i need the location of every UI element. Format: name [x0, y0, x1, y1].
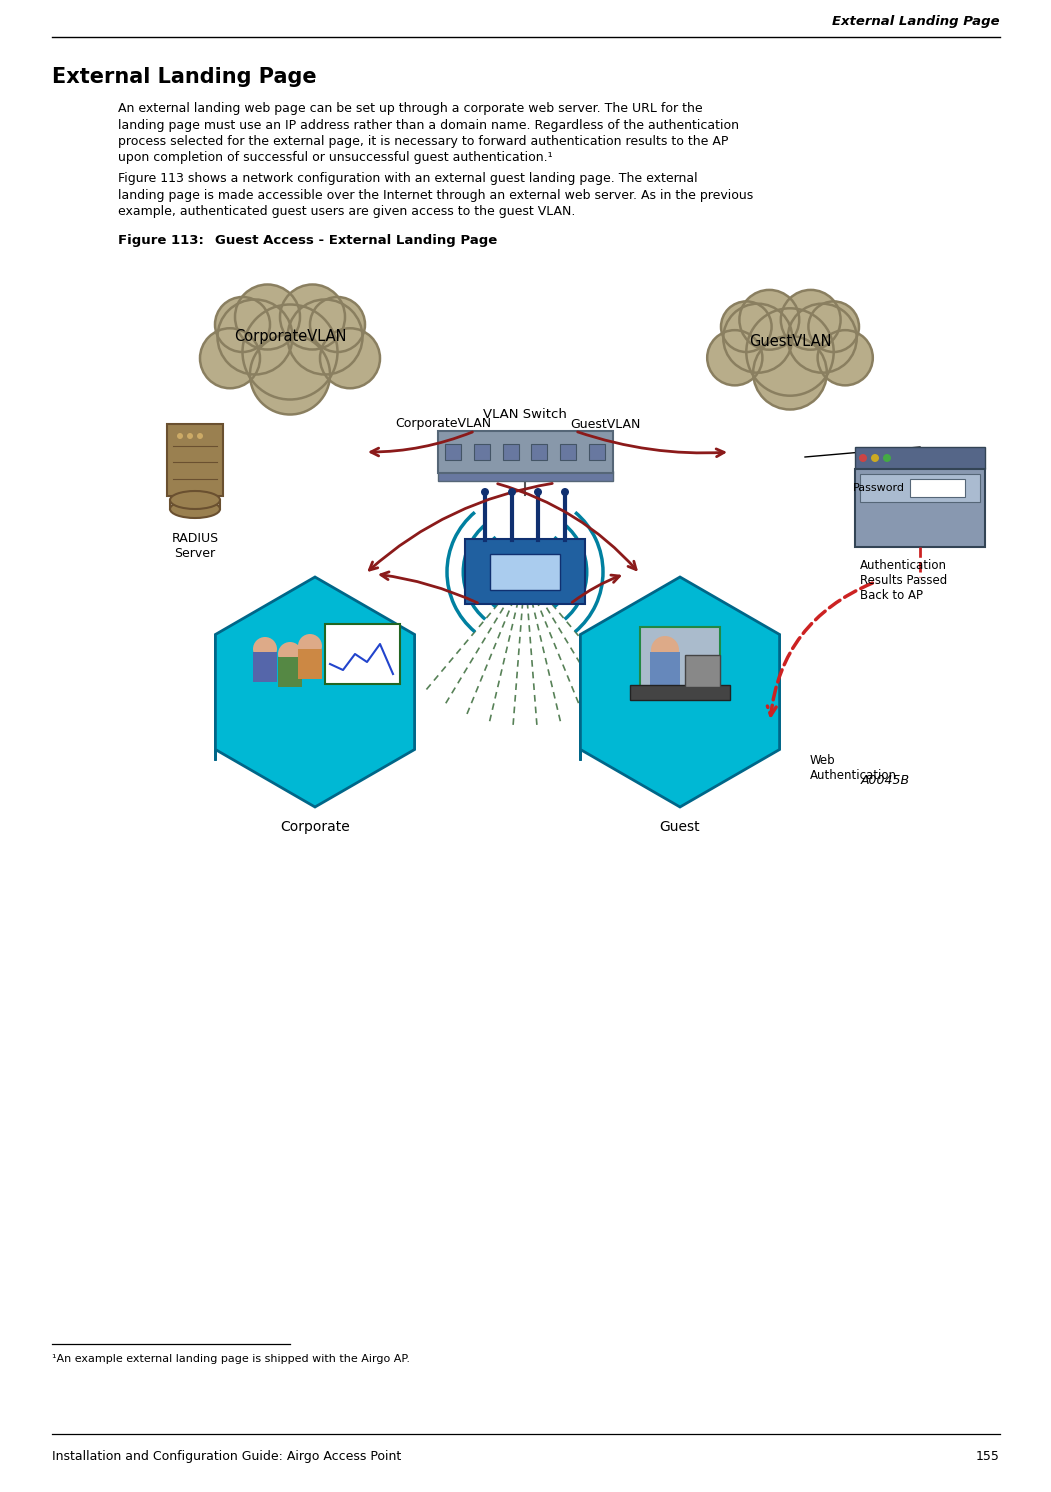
Circle shape: [707, 330, 762, 385]
FancyBboxPatch shape: [532, 445, 548, 460]
Circle shape: [177, 433, 183, 439]
Circle shape: [561, 488, 569, 495]
Text: 155: 155: [976, 1450, 1000, 1464]
FancyBboxPatch shape: [560, 445, 576, 460]
Circle shape: [310, 297, 365, 352]
Circle shape: [200, 328, 260, 388]
Circle shape: [808, 301, 859, 352]
FancyBboxPatch shape: [650, 652, 680, 686]
Circle shape: [723, 304, 792, 373]
Circle shape: [787, 304, 857, 373]
FancyBboxPatch shape: [502, 445, 518, 460]
Circle shape: [253, 637, 277, 661]
FancyBboxPatch shape: [630, 685, 730, 700]
FancyBboxPatch shape: [279, 656, 302, 686]
Circle shape: [746, 309, 833, 395]
Circle shape: [721, 301, 771, 352]
Text: upon completion of successful or unsuccessful guest authentication.¹: upon completion of successful or unsucce…: [118, 152, 553, 164]
Text: landing page is made accessible over the Internet through an external web server: landing page is made accessible over the…: [118, 188, 754, 201]
FancyBboxPatch shape: [640, 627, 720, 697]
Circle shape: [754, 336, 827, 409]
FancyBboxPatch shape: [856, 468, 985, 548]
FancyBboxPatch shape: [860, 474, 980, 501]
FancyBboxPatch shape: [438, 431, 613, 473]
Text: An external landing web page can be set up through a corporate web server. The U: An external landing web page can be set …: [118, 101, 703, 115]
Text: CorporateVLAN: CorporateVLAN: [395, 418, 491, 431]
Text: Corporate: Corporate: [281, 821, 350, 834]
Polygon shape: [580, 577, 780, 807]
FancyBboxPatch shape: [589, 445, 605, 460]
Text: External Landing Page: External Landing Page: [51, 67, 316, 87]
FancyBboxPatch shape: [445, 445, 461, 460]
Text: Figure 113 shows a network configuration with an external guest landing page. Th: Figure 113 shows a network configuration…: [118, 172, 698, 185]
Circle shape: [197, 433, 203, 439]
Text: Figure 113:: Figure 113:: [118, 234, 204, 248]
FancyBboxPatch shape: [490, 554, 560, 589]
FancyBboxPatch shape: [474, 445, 490, 460]
Text: GuestVLAN: GuestVLAN: [748, 334, 831, 349]
Circle shape: [481, 488, 489, 495]
Polygon shape: [215, 577, 414, 807]
Circle shape: [187, 433, 193, 439]
Text: landing page must use an IP address rather than a domain name. Regardless of the: landing page must use an IP address rath…: [118, 118, 739, 131]
Circle shape: [508, 488, 516, 495]
Circle shape: [883, 454, 891, 463]
Circle shape: [280, 285, 345, 349]
Text: ¹An example external landing page is shipped with the Airgo AP.: ¹An example external landing page is shi…: [51, 1355, 410, 1364]
Text: Installation and Configuration Guide: Airgo Access Point: Installation and Configuration Guide: Ai…: [51, 1450, 401, 1464]
Text: Authentication
Results Passed
Back to AP: Authentication Results Passed Back to AP: [860, 560, 947, 601]
Text: VLAN Switch: VLAN Switch: [483, 407, 566, 421]
FancyBboxPatch shape: [167, 424, 223, 495]
Circle shape: [651, 636, 679, 664]
Circle shape: [859, 454, 867, 463]
Circle shape: [218, 300, 292, 374]
Text: CorporateVLAN: CorporateVLAN: [233, 330, 346, 345]
Circle shape: [534, 488, 542, 495]
Text: process selected for the external page, it is necessary to forward authenticatio: process selected for the external page, …: [118, 134, 728, 148]
FancyBboxPatch shape: [856, 448, 985, 468]
Text: RADIUS
Server: RADIUS Server: [171, 533, 219, 560]
Text: Web
Authentication: Web Authentication: [810, 753, 897, 782]
Text: Guest: Guest: [660, 821, 700, 834]
FancyBboxPatch shape: [465, 539, 585, 604]
Text: A0045B: A0045B: [861, 774, 910, 786]
Circle shape: [235, 285, 300, 349]
Ellipse shape: [170, 500, 220, 518]
FancyBboxPatch shape: [325, 624, 400, 683]
Circle shape: [818, 330, 872, 385]
Circle shape: [740, 289, 799, 349]
Circle shape: [298, 634, 322, 658]
Circle shape: [250, 334, 330, 415]
Circle shape: [215, 297, 270, 352]
Text: GuestVLAN: GuestVLAN: [570, 418, 640, 431]
Circle shape: [320, 328, 380, 388]
Circle shape: [279, 642, 302, 665]
FancyBboxPatch shape: [910, 479, 965, 497]
Text: Guest Access - External Landing Page: Guest Access - External Landing Page: [215, 234, 497, 248]
FancyBboxPatch shape: [253, 652, 277, 682]
Ellipse shape: [170, 491, 220, 509]
FancyBboxPatch shape: [438, 471, 613, 480]
Text: External Landing Page: External Landing Page: [832, 15, 1000, 28]
Text: example, authenticated guest users are given access to the guest VLAN.: example, authenticated guest users are g…: [118, 204, 575, 218]
FancyBboxPatch shape: [298, 649, 322, 679]
Circle shape: [871, 454, 879, 463]
Text: Password: Password: [853, 483, 905, 492]
Circle shape: [781, 289, 841, 349]
Circle shape: [288, 300, 363, 374]
Circle shape: [243, 304, 337, 400]
FancyBboxPatch shape: [685, 655, 720, 686]
